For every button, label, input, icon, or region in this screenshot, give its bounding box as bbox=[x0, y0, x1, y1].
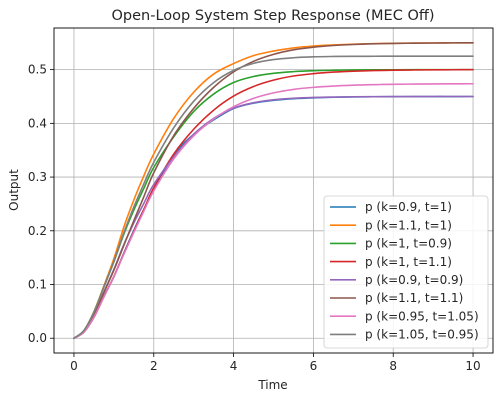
series-lines bbox=[73, 41, 474, 340]
x-tick-label: 10 bbox=[465, 359, 480, 373]
y-tick-label: 0.3 bbox=[28, 170, 47, 184]
legend-entry: p (k=1.05, t=0.95) bbox=[330, 328, 479, 342]
x-tick-label: 4 bbox=[230, 359, 238, 373]
y-tick-label: 0.4 bbox=[28, 116, 47, 130]
legend-label: p (k=0.95, t=1.05) bbox=[365, 309, 479, 323]
series-line-8 bbox=[73, 55, 474, 340]
chart-title: Open-Loop System Step Response (MEC Off) bbox=[111, 8, 434, 24]
y-tick-label: 0.1 bbox=[28, 278, 47, 292]
legend-label: p (k=1.1, t=1) bbox=[365, 218, 452, 232]
x-tick-label: 0 bbox=[70, 359, 78, 373]
legend-label: p (k=1, t=0.9) bbox=[365, 237, 452, 251]
legend-entry: p (k=1, t=0.9) bbox=[330, 237, 452, 251]
x-axis-label: Time bbox=[257, 378, 287, 392]
legend-label: p (k=0.9, t=1) bbox=[365, 200, 452, 214]
y-tick-label: 0.0 bbox=[28, 331, 47, 345]
legend: p (k=0.9, t=1) p (k=1.1, t=1) p (k=1, t=0.… bbox=[323, 195, 489, 349]
legend-label: p (k=0.9, t=0.9) bbox=[365, 273, 463, 287]
legend-label: p (k=1, t=1.1) bbox=[365, 255, 452, 269]
legend-entry: p (k=0.9, t=1) bbox=[330, 200, 452, 214]
legend-entry: p (k=1.1, t=1) bbox=[330, 218, 452, 232]
legend-entry: p (k=1.1, t=1.1) bbox=[330, 291, 463, 305]
series-line-7 bbox=[73, 82, 474, 340]
x-tick-label: 8 bbox=[389, 359, 397, 373]
axes-frame bbox=[53, 27, 494, 354]
legend-entry: p (k=0.9, t=0.9) bbox=[330, 273, 463, 287]
x-tick-label: 2 bbox=[150, 359, 158, 373]
legend-label: p (k=1.05, t=0.95) bbox=[365, 328, 479, 342]
series-line-6 bbox=[73, 41, 474, 340]
y-axis-ticks: 0.0 0.1 0.2 0.3 0.4 0.5 bbox=[28, 63, 54, 345]
x-axis-ticks: 0 2 4 6 8 10 bbox=[70, 353, 481, 373]
legend-box bbox=[323, 195, 489, 349]
y-tick-label: 0.5 bbox=[28, 63, 47, 77]
y-axis-label: Output bbox=[7, 169, 21, 211]
legend-label: p (k=1.1, t=1.1) bbox=[365, 291, 463, 305]
legend-entry: p (k=1, t=1.1) bbox=[330, 255, 452, 269]
y-tick-label: 0.2 bbox=[28, 224, 47, 238]
x-tick-label: 6 bbox=[310, 359, 318, 373]
legend-entry: p (k=0.95, t=1.05) bbox=[330, 309, 479, 323]
